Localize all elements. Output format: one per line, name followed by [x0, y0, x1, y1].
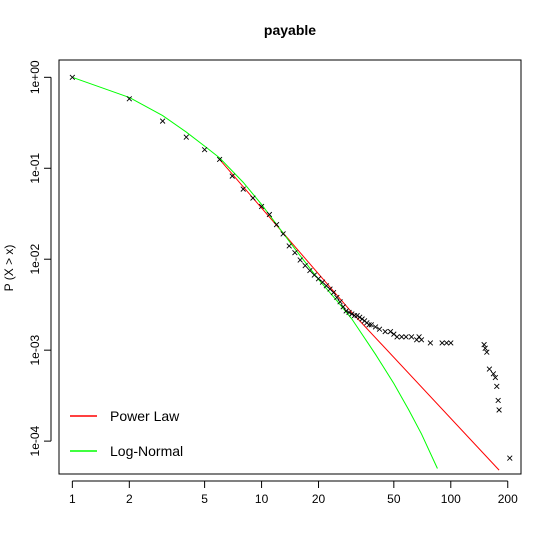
data-point	[448, 340, 454, 346]
data-point	[481, 341, 487, 348]
data-point	[258, 203, 265, 210]
data-point	[495, 397, 501, 404]
data-point	[439, 340, 445, 346]
data-point	[492, 374, 499, 381]
data-point	[408, 334, 415, 340]
legend-item: Log-Normal	[70, 443, 183, 459]
data-point	[394, 334, 400, 340]
data-point	[443, 340, 450, 346]
x-tick-label: 200	[498, 492, 518, 506]
data-point	[398, 334, 405, 340]
data-point	[69, 74, 76, 81]
x-axis: 1 2 5 10 20 50 100 200	[69, 480, 518, 506]
plot-frame	[58, 59, 522, 475]
data-point	[418, 337, 425, 343]
data-point	[486, 366, 493, 372]
data-point	[482, 345, 488, 351]
data-point	[368, 322, 374, 328]
legend-label: Log-Normal	[110, 443, 183, 459]
y-axis-label: P (X > x)	[2, 245, 16, 292]
data-point	[427, 340, 434, 346]
data-point	[496, 407, 502, 413]
data-point	[337, 299, 343, 305]
y-tick-label: 1e+00	[28, 60, 42, 94]
x-tick-label: 20	[312, 492, 326, 506]
legend-label: Power Law	[110, 408, 180, 424]
data-point	[334, 294, 340, 301]
data-point	[286, 243, 292, 249]
data-point	[307, 267, 313, 274]
data-point	[216, 156, 223, 163]
x-tick-label: 100	[441, 492, 461, 506]
data-point	[292, 249, 298, 256]
data-point	[330, 289, 337, 296]
x-tick-label: 50	[387, 492, 401, 506]
data-point	[366, 322, 372, 328]
data-point	[183, 134, 189, 140]
data-point	[302, 262, 308, 269]
data-point	[273, 221, 280, 228]
x-tick-label: 2	[126, 492, 133, 506]
data-point	[340, 304, 346, 310]
data-point	[403, 334, 409, 340]
chart-title: payable	[264, 22, 316, 38]
x-tick-label: 5	[201, 492, 208, 506]
power-law-line	[219, 159, 500, 471]
log-normal-line	[72, 76, 438, 469]
x-tick-label: 1	[69, 492, 76, 506]
data-point	[376, 326, 383, 332]
data-point	[201, 146, 208, 153]
data-point	[250, 195, 256, 201]
fit-lines	[72, 76, 500, 471]
legend-item: Power Law	[70, 408, 180, 424]
y-tick-label: 1e-01	[28, 153, 42, 184]
data-point	[240, 186, 246, 192]
data-point	[297, 257, 303, 263]
data-point	[346, 309, 352, 316]
data-point	[372, 324, 379, 330]
y-tick-label: 1e-04	[28, 425, 42, 456]
data-points	[69, 74, 513, 461]
y-tick-label: 1e-03	[28, 335, 42, 366]
data-point	[484, 349, 490, 355]
data-point	[507, 455, 513, 461]
legend: Power Law Log-Normal	[70, 408, 183, 459]
data-point	[494, 383, 500, 390]
y-tick-label: 1e-02	[28, 244, 42, 275]
data-point	[356, 314, 363, 320]
data-point	[280, 231, 286, 237]
data-point	[354, 312, 360, 319]
data-point	[382, 328, 388, 335]
data-point	[387, 328, 394, 335]
data-point	[229, 173, 235, 179]
y-axis: 1e+00 1e-01 1e-02 1e-03 1e-04	[28, 60, 52, 456]
x-tick-label: 10	[255, 492, 269, 506]
data-point	[159, 118, 166, 124]
data-point	[126, 96, 133, 102]
data-point	[349, 311, 355, 317]
data-point	[490, 371, 497, 377]
data-point	[266, 211, 273, 218]
data-point	[343, 308, 349, 314]
